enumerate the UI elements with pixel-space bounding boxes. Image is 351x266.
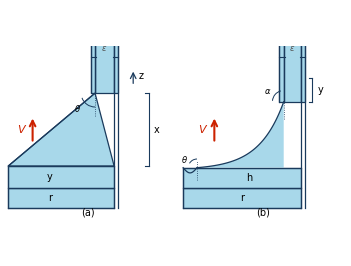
Text: $\varepsilon$: $\varepsilon$ bbox=[289, 44, 296, 53]
Polygon shape bbox=[8, 166, 114, 189]
Text: x: x bbox=[154, 124, 160, 135]
Text: $\varepsilon$: $\varepsilon$ bbox=[101, 44, 108, 53]
Text: $\theta$: $\theta$ bbox=[74, 103, 81, 114]
Text: z: z bbox=[138, 71, 144, 81]
Polygon shape bbox=[183, 189, 301, 207]
Text: r: r bbox=[240, 193, 244, 203]
Text: r: r bbox=[48, 193, 52, 203]
Polygon shape bbox=[91, 38, 95, 93]
Text: y: y bbox=[47, 172, 53, 182]
Polygon shape bbox=[279, 38, 284, 102]
Text: (b): (b) bbox=[256, 208, 270, 218]
Text: $\theta$: $\theta$ bbox=[181, 153, 188, 164]
Polygon shape bbox=[8, 93, 114, 166]
Polygon shape bbox=[114, 38, 118, 93]
Text: (a): (a) bbox=[81, 208, 95, 218]
Polygon shape bbox=[8, 189, 114, 207]
Text: h: h bbox=[246, 173, 252, 183]
Text: y: y bbox=[318, 85, 323, 95]
Polygon shape bbox=[183, 168, 301, 189]
Polygon shape bbox=[95, 38, 114, 93]
Text: V: V bbox=[198, 124, 206, 135]
Polygon shape bbox=[183, 102, 284, 168]
Polygon shape bbox=[301, 38, 305, 102]
Text: $\alpha$: $\alpha$ bbox=[264, 87, 272, 96]
Text: V: V bbox=[16, 124, 24, 135]
Polygon shape bbox=[284, 38, 301, 102]
